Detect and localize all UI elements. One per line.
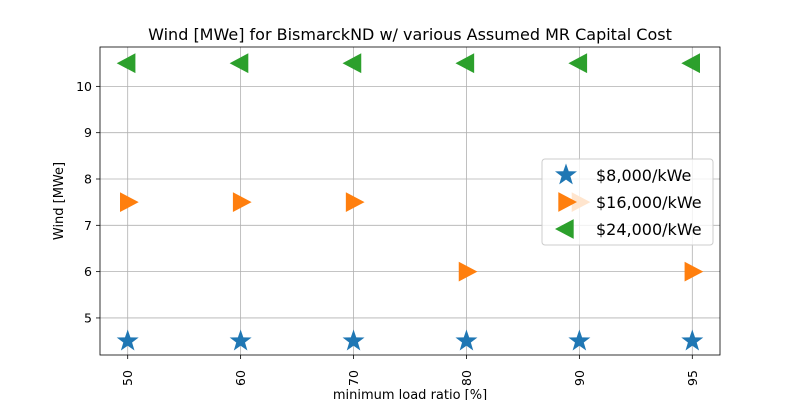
data-point-triangle-right bbox=[232, 192, 252, 213]
data-point-triangle-right bbox=[120, 192, 139, 213]
data-point-triangle-left bbox=[681, 53, 700, 74]
x-tick-label: 60 bbox=[233, 370, 248, 386]
data-point-triangle-right bbox=[684, 261, 704, 282]
data-point-star bbox=[681, 329, 704, 351]
y-axis-label: Wind [MWe] bbox=[52, 162, 67, 240]
legend: $8,000/kWe $16,000/kWe $24,000/kWe bbox=[541, 158, 714, 246]
chart-title: Wind [MWe] for BismarckND w/ various Ass… bbox=[148, 25, 672, 44]
data-point-triangle-left bbox=[342, 53, 362, 74]
y-tick-label: 8 bbox=[84, 172, 92, 187]
legend-label: $24,000/kWe bbox=[596, 220, 702, 239]
data-point-star bbox=[229, 329, 252, 351]
data-point-triangle-left bbox=[568, 53, 588, 74]
x-tick-label: 50 bbox=[120, 370, 135, 386]
data-point-star bbox=[342, 329, 365, 351]
y-tick-label: 9 bbox=[84, 125, 92, 140]
data-point-triangle-left bbox=[229, 53, 249, 74]
plot-frame bbox=[99, 46, 721, 356]
legend-marker-triangle-right bbox=[558, 192, 577, 212]
legend-label: $16,000/kWe bbox=[596, 193, 702, 212]
data-point-triangle-left bbox=[455, 53, 475, 74]
y-tick-label: 5 bbox=[84, 310, 92, 325]
y-axis-ticks: 5 6 7 8 9 10 bbox=[76, 79, 100, 325]
y-tick-label: 10 bbox=[76, 79, 92, 94]
data-point-star bbox=[455, 329, 478, 351]
x-tick-label: 95 bbox=[685, 370, 700, 386]
x-tick-label: 80 bbox=[459, 370, 474, 386]
x-axis-label: minimum load ratio [%] bbox=[333, 388, 487, 400]
data-point-star bbox=[116, 329, 139, 351]
legend-label: $8,000/kWe bbox=[596, 166, 691, 185]
data-point-triangle-left bbox=[116, 53, 136, 74]
x-tick-label: 70 bbox=[346, 370, 361, 386]
data-point-triangle-right bbox=[458, 261, 478, 282]
data-point-triangle-right bbox=[345, 192, 365, 213]
x-tick-label: 90 bbox=[572, 370, 587, 386]
legend-marker-triangle-left bbox=[555, 219, 574, 239]
y-tick-label: 7 bbox=[84, 218, 92, 233]
data-point-star bbox=[568, 329, 591, 351]
legend-box bbox=[541, 158, 714, 246]
x-axis-ticks: 50 60 70 80 90 95 bbox=[120, 355, 700, 386]
legend-marker-star bbox=[555, 163, 577, 185]
y-tick-label: 6 bbox=[84, 264, 92, 279]
